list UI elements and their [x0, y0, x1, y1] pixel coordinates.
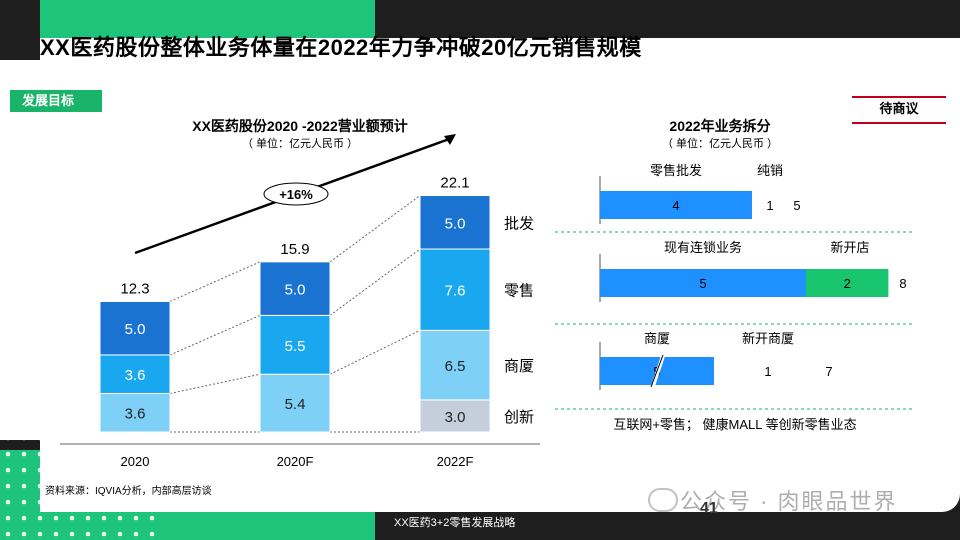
split-footnote: 互联网+零售； 健康MALL 等创新零售业态 — [613, 417, 856, 433]
bar-value-label: 5.0 — [285, 282, 306, 299]
bar-segment-2020F-批发 — [259, 261, 331, 316]
split-row-header: 新开商厦 — [742, 331, 794, 346]
split-bar-label: 5 — [699, 276, 706, 291]
split-extra-value: 1 — [764, 364, 771, 379]
split-extra-value: 7 — [825, 364, 832, 379]
left-chart-subtitle: （ 单位：亿元人民币 ） — [241, 138, 359, 150]
series-legend-label: 零售 — [504, 283, 534, 300]
split-extra-value: 1 — [766, 198, 773, 213]
growth-arrow-head — [444, 134, 456, 145]
watermark: 公众号 · 肉眼品世界 — [680, 489, 898, 514]
split-bar-label: 4 — [672, 198, 679, 213]
page-number: 41 — [700, 500, 718, 517]
bar-value-label: 6.5 — [445, 358, 466, 375]
bar-connector-line — [329, 329, 421, 375]
bar-total-label: 22.1 — [440, 175, 469, 192]
split-row-header: 新开店 — [830, 240, 869, 255]
bar-total-label: 12.3 — [120, 280, 149, 297]
category-tick-label: 2020F — [277, 454, 314, 469]
bar-value-label: 3.0 — [445, 409, 466, 426]
source-note: 资料来源：IQVIA分析，内部高层访谈 — [45, 486, 212, 497]
bar-segment-2020-商厦 — [99, 392, 171, 433]
bar-segment-2022F-零售 — [419, 248, 491, 331]
bar-total-label: 15.9 — [280, 241, 309, 258]
bar-value-label: 3.6 — [125, 367, 146, 384]
split-extra-value: 8 — [899, 276, 906, 291]
right-chart-subtitle: （ 单位：亿元人民币 ） — [661, 138, 779, 150]
bar-segment-2022F-创新 — [419, 399, 491, 433]
bar-value-label: 5.4 — [285, 396, 306, 413]
split-row-header: 现有连锁业务 — [664, 240, 742, 255]
bar-value-label: 7.6 — [445, 283, 466, 300]
bar-value-label: 5.0 — [125, 321, 146, 338]
page-title: XX医药股份整体业务体量在2022年力争冲破20亿元销售规模 — [40, 35, 642, 60]
bar-segment-2020F-零售 — [259, 314, 331, 375]
bar-segment-2022F-商厦 — [419, 329, 491, 401]
split-bar-segment — [600, 191, 752, 219]
bar-segment-2020-零售 — [99, 354, 171, 394]
series-legend-label: 批发 — [504, 215, 534, 232]
split-bar-segment — [806, 269, 889, 297]
slide-left-panel — [0, 60, 40, 440]
bar-value-label: 5.0 — [445, 215, 466, 232]
split-bar-label: 2 — [844, 276, 851, 291]
section-tag: 发展目标 — [10, 90, 102, 112]
wechat-icon — [648, 488, 678, 512]
growth-badge — [263, 182, 329, 206]
bar-connector-line — [329, 195, 421, 263]
category-tick-label: 2020 — [121, 454, 150, 469]
footer-title: XX医药3+2零售发展战略 — [394, 517, 516, 529]
status-badge: 待商议 — [852, 96, 946, 124]
bar-segment-2020F-商厦 — [259, 373, 331, 433]
category-tick-label: 2022F — [437, 454, 474, 469]
split-bar-segment — [600, 269, 806, 297]
split-row-header: 零售批发 — [650, 163, 702, 178]
split-row-header: 商厦 — [644, 331, 670, 346]
bar-segment-2022F-批发 — [419, 195, 491, 250]
bar-connector-line — [169, 373, 261, 394]
series-legend-label: 商厦 — [504, 358, 534, 375]
right-chart-title: 2022年业务拆分 — [669, 118, 771, 134]
split-extra-value: 5 — [793, 198, 800, 213]
bar-connector-line — [169, 261, 261, 302]
split-row-header: 纯销 — [757, 163, 783, 178]
bar-value-label: 3.6 — [125, 406, 146, 423]
series-legend-label: 创新 — [504, 409, 534, 426]
growth-label: +16% — [279, 187, 313, 202]
bar-connector-line — [169, 314, 261, 356]
left-chart-title: XX医药股份2020 -2022营业额预计 — [192, 118, 408, 134]
axis-break-mark — [650, 354, 664, 388]
bar-value-label: 5.5 — [285, 338, 306, 355]
bar-segment-2020-批发 — [99, 300, 171, 356]
bar-connector-line — [329, 248, 421, 316]
